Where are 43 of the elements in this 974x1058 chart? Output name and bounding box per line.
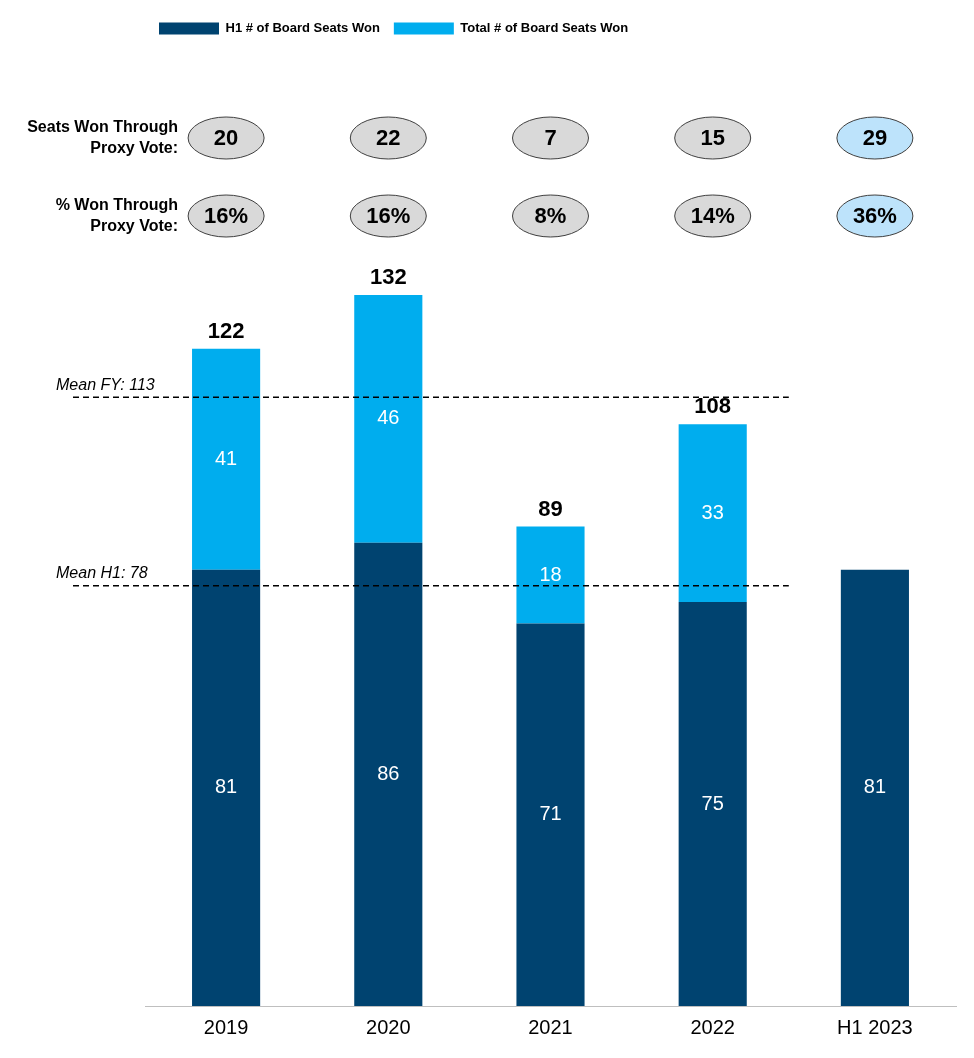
- text: 8%: [534, 203, 567, 229]
- text: 14%: [690, 203, 735, 229]
- text: 15: [700, 125, 725, 151]
- bar: [354, 295, 423, 543]
- ref-line-label: Mean FY: 113: [56, 375, 155, 393]
- text: % Won Through Proxy Vote:: [55, 196, 178, 235]
- bar: [516, 623, 585, 1006]
- text: 7: [544, 125, 557, 151]
- total-label: 132: [369, 264, 407, 290]
- bar: [678, 424, 747, 603]
- x-tick-label: 2020: [366, 1015, 411, 1038]
- text: 36%: [852, 203, 897, 229]
- data-label: 33: [701, 500, 724, 523]
- bar: [516, 526, 585, 624]
- x-tick-label: 2021: [528, 1015, 573, 1038]
- legend-label: H1 # of Board Seats Won: [225, 20, 380, 36]
- text: 16%: [204, 203, 249, 229]
- ref-line-label: Mean H1: 78: [56, 564, 148, 582]
- text: 22: [376, 125, 401, 151]
- data-label: 81: [863, 775, 887, 798]
- legend-label: Total # of Board Seats Won: [460, 20, 629, 36]
- x-tick-label: 2022: [690, 1015, 735, 1038]
- total-label: 89: [538, 495, 563, 521]
- bar: [192, 569, 261, 1006]
- data-label: 41: [214, 446, 238, 469]
- data-label: 75: [701, 791, 724, 814]
- bar: [192, 348, 261, 570]
- data-label: 71: [539, 802, 562, 825]
- bar: [354, 542, 423, 1006]
- bar: [840, 569, 909, 1006]
- text: 20: [213, 125, 239, 151]
- total-label: 122: [207, 317, 245, 343]
- bar: [678, 602, 747, 1006]
- x-tick-label: H1 2023: [837, 1015, 913, 1038]
- data-label: 18: [539, 562, 562, 585]
- text: 16%: [366, 203, 411, 229]
- text: Seats Won Through Proxy Vote:: [27, 118, 178, 157]
- total-label: 108: [694, 393, 732, 419]
- data-label: 86: [377, 761, 400, 784]
- data-label: 46: [377, 406, 400, 429]
- text: 29: [862, 125, 888, 151]
- x-tick-label: 2019: [203, 1015, 249, 1038]
- data-label: 81: [214, 775, 238, 798]
